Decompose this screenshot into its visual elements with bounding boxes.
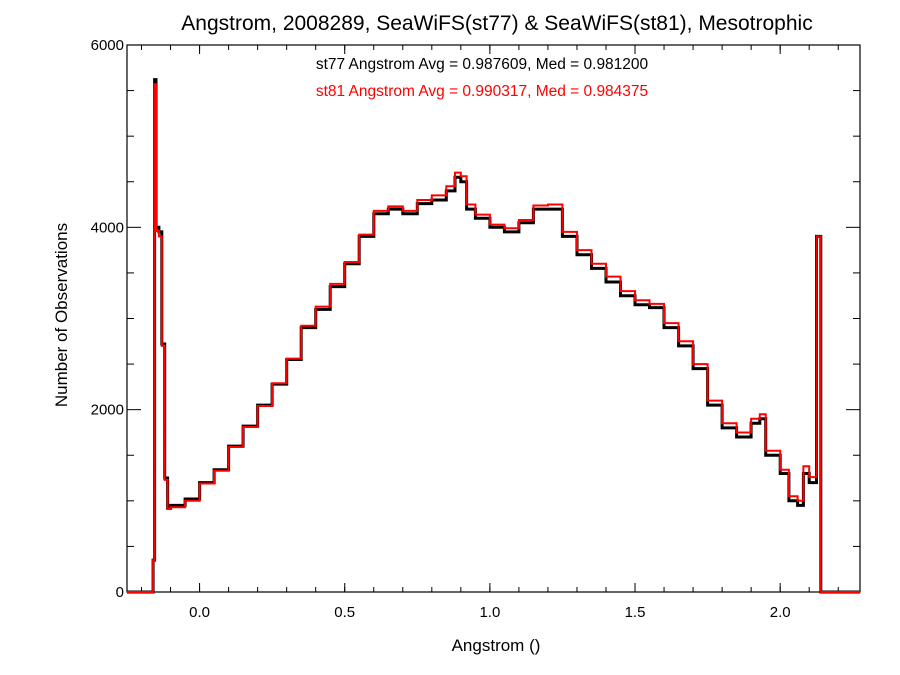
y-tick-label: 2000 <box>91 402 124 419</box>
x-tick-label: 1.0 <box>479 604 500 621</box>
series-layer <box>127 78 860 594</box>
x-tick-label: 1.5 <box>625 604 646 621</box>
x-axis-label: Angstrom () <box>452 636 541 655</box>
x-tick-label: 2.0 <box>770 604 791 621</box>
y-tick-label: 4000 <box>91 219 124 236</box>
series-line-0 <box>127 78 860 594</box>
y-axis-label: Number of Observations <box>52 223 71 407</box>
st81-stats-annotation: st81 Angstrom Avg = 0.990317, Med = 0.98… <box>316 83 648 100</box>
plot-frame <box>126 44 861 593</box>
x-tick-label: 0.0 <box>189 604 210 621</box>
plot-area <box>126 44 861 593</box>
y-tick-label: 0 <box>116 584 124 601</box>
chart-title: Angstrom, 2008289, SeaWiFS(st77) & SeaWi… <box>181 12 812 35</box>
series-line-1 <box>127 83 860 593</box>
y-axis: 0 2000 4000 6000 <box>91 37 860 601</box>
x-tick-label: 0.5 <box>334 604 355 621</box>
x-axis: 0.0 0.5 1.0 1.5 2.0 <box>141 45 839 621</box>
y-tick-label: 6000 <box>91 37 124 54</box>
st77-stats-annotation: st77 Angstrom Avg = 0.987609, Med = 0.98… <box>316 56 649 73</box>
